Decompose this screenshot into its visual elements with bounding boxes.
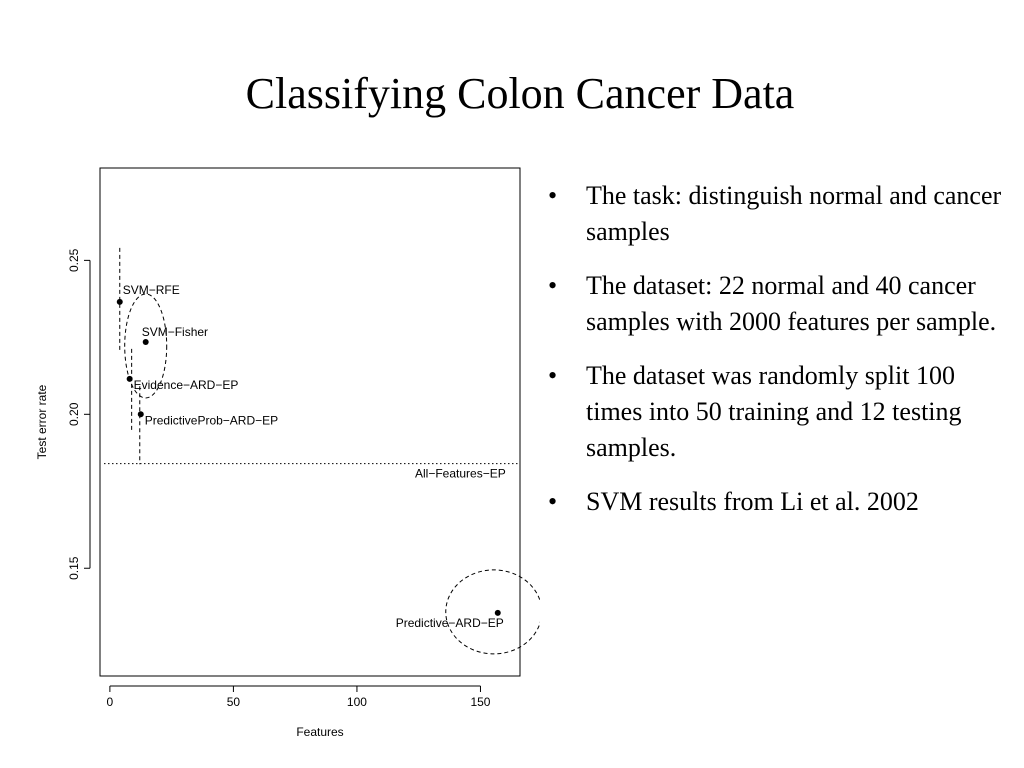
data-point-label: PredictiveProb−ARD−EP [145, 413, 278, 427]
bullet-text: The task: distinguish normal and cancer … [586, 181, 1002, 246]
data-point [126, 375, 133, 382]
slide-title: Classifying Colon Cancer Data [245, 69, 795, 118]
plot-frame [99, 167, 521, 677]
bullet-dot-icon: • [548, 271, 558, 300]
bullet-text: SVM results from Li et al. 2002 [586, 487, 919, 516]
y-tick-label: 0.15 [67, 556, 81, 580]
y-tick-label: 0.25 [67, 248, 81, 272]
bullet-text: The dataset was randomly split 100 times… [586, 361, 962, 462]
bullet-dot-icon: • [548, 181, 558, 210]
x-tick-label: 100 [347, 695, 367, 709]
bullet-item: • The dataset was randomly split 100 tim… [548, 358, 1016, 466]
data-point [494, 609, 501, 616]
x-axis-label: Features [296, 725, 343, 739]
data-point [137, 411, 144, 418]
predictive-ard-ellipse [445, 569, 540, 655]
reference-line-label: All−Features−EP [415, 467, 506, 481]
x-tick-label: 0 [107, 695, 114, 709]
x-tick-label: 50 [227, 695, 241, 709]
bullet-text: The dataset: 22 normal and 40 cancer sam… [586, 271, 997, 336]
data-point-label: SVM−Fisher [142, 325, 208, 339]
bullet-item: • The task: distinguish normal and cance… [548, 178, 1016, 250]
bullet-item: • SVM results from Li et al. 2002 [548, 484, 1016, 520]
y-tick-label: 0.20 [67, 402, 81, 426]
data-point-label: Evidence−ARD−EP [134, 378, 239, 392]
bullet-list: • The task: distinguish normal and cance… [548, 178, 1016, 538]
chart: 0 50 100 150 Features 0.15 0.20 0.25 Test error … [35, 167, 540, 739]
data-point [142, 338, 149, 345]
data-point-label: SVM−RFE [123, 283, 180, 297]
data-point-label: Predictive−ARD−EP [396, 616, 504, 630]
y-axis-label: Test error rate [35, 384, 49, 459]
bullet-item: • The dataset: 22 normal and 40 cancer s… [548, 268, 1016, 340]
data-point [116, 298, 123, 305]
bullet-dot-icon: • [548, 361, 558, 390]
x-tick-label: 150 [470, 695, 490, 709]
svm-fisher-ellipse [124, 293, 168, 399]
bullet-dot-icon: • [548, 487, 558, 516]
